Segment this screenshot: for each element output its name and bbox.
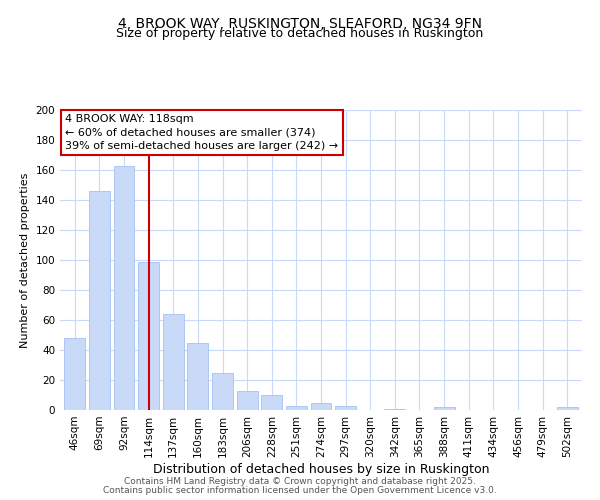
Bar (113, 166, 134, 410)
Bar (261, 395, 282, 410)
Text: 4 BROOK WAY: 118sqm
← 60% of detached houses are smaller (374)
39% of semi-detac: 4 BROOK WAY: 118sqm ← 60% of detached ho… (65, 114, 338, 151)
Bar (187, 342, 208, 410)
Y-axis label: Number of detached properties: Number of detached properties (20, 172, 30, 348)
Bar (138, 262, 159, 410)
Text: Contains public sector information licensed under the Open Government Licence v3: Contains public sector information licen… (103, 486, 497, 495)
Bar (163, 314, 184, 410)
Bar (64, 338, 85, 410)
X-axis label: Distribution of detached houses by size in Ruskington: Distribution of detached houses by size … (153, 462, 489, 475)
Bar (236, 390, 257, 410)
Bar (286, 406, 307, 410)
Text: Size of property relative to detached houses in Ruskington: Size of property relative to detached ho… (116, 28, 484, 40)
Bar (89, 191, 110, 410)
Bar (212, 372, 233, 410)
Bar (557, 407, 578, 410)
Text: 4, BROOK WAY, RUSKINGTON, SLEAFORD, NG34 9FN: 4, BROOK WAY, RUSKINGTON, SLEAFORD, NG34… (118, 18, 482, 32)
Text: Contains HM Land Registry data © Crown copyright and database right 2025.: Contains HM Land Registry data © Crown c… (124, 477, 476, 486)
Bar (335, 406, 356, 410)
Bar (311, 402, 331, 410)
Bar (385, 408, 406, 410)
Bar (434, 407, 455, 410)
